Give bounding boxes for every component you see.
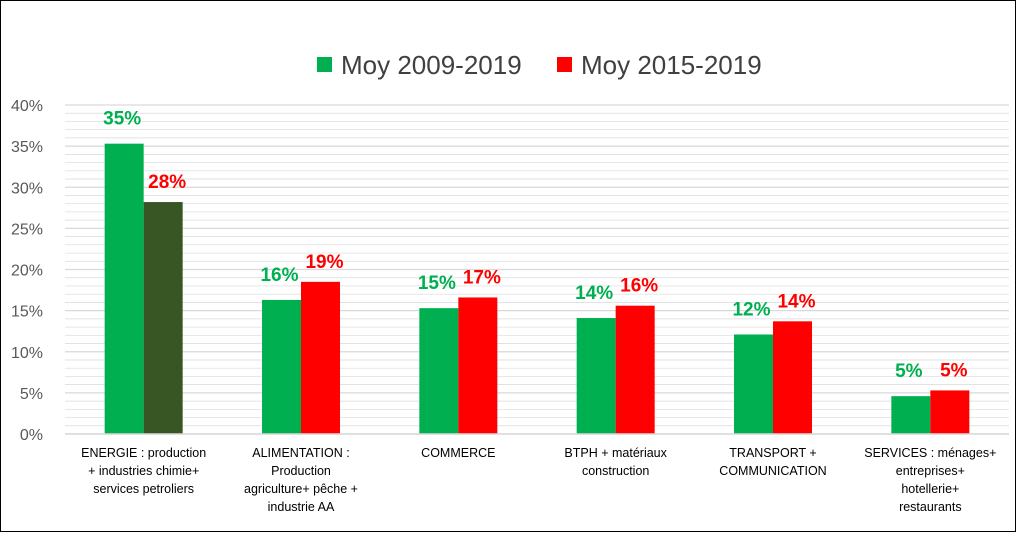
y-tick-label: 35% <box>11 139 43 156</box>
gridlines <box>65 104 1009 435</box>
y-axis: 0% 5% 10% 15% 20% 25% 30% 35% 40% <box>11 98 43 444</box>
legend-label: Moy 2009-2019 <box>341 50 522 80</box>
category-label-line: COMMERCE <box>421 446 495 460</box>
legend-swatch <box>317 57 332 72</box>
category-label-line: SERVICES : ménages+ <box>864 446 996 460</box>
category-label-line: Production <box>271 464 331 478</box>
bar <box>930 390 970 434</box>
bar <box>143 202 183 434</box>
category-label-line: construction <box>582 464 649 478</box>
bar <box>773 321 812 434</box>
x-axis: ENERGIE : production + industries chimie+… <box>65 433 1009 514</box>
legend-swatch <box>557 57 572 72</box>
data-label: 14% <box>777 291 815 312</box>
y-tick-label: 30% <box>11 180 43 197</box>
y-tick-label: 0% <box>20 427 43 444</box>
legend-label: Moy 2015-2019 <box>581 50 762 80</box>
category-label-line: BTPH + matériaux <box>564 446 667 460</box>
category-label-line: restaurants <box>899 500 962 514</box>
y-tick-label: 20% <box>11 263 43 280</box>
data-label: 15% <box>418 273 456 294</box>
data-label: 5% <box>940 360 968 381</box>
bar <box>419 308 459 434</box>
legend: Moy 2009-2019 Moy 2015-2019 <box>317 50 762 80</box>
category-label-line: + industries chimie+ <box>88 464 199 478</box>
data-label: 19% <box>305 252 343 273</box>
category-label-line: ENERGIE : production <box>81 446 206 460</box>
bar <box>734 334 773 434</box>
data-label: 17% <box>463 267 501 288</box>
data-label: 5% <box>895 361 923 382</box>
data-labels: 35% 28% 16% 19% 15% 17% 14% 16% 12% 14% 5% 5% <box>103 109 968 383</box>
y-tick-label: 25% <box>11 221 43 238</box>
category-label-line: agriculture+ pêche + <box>244 482 358 496</box>
data-label: 12% <box>732 299 770 320</box>
data-label: 28% <box>148 172 186 193</box>
category-label-line: TRANSPORT + <box>729 446 816 460</box>
bar <box>104 143 144 434</box>
bar <box>262 299 301 434</box>
y-tick-label: 5% <box>20 386 43 403</box>
category-label: ALIMENTATION : Production agriculture+ pêc… <box>244 446 358 514</box>
bar <box>576 318 616 434</box>
y-tick-label: 40% <box>11 98 43 115</box>
category-label-line: hotellerie+ <box>901 482 959 496</box>
category-label-line: industrie AA <box>268 500 335 514</box>
category-label: TRANSPORT + COMMUNICATION <box>719 446 826 478</box>
data-label: 16% <box>260 265 298 286</box>
category-label-line: services petroliers <box>93 482 194 496</box>
category-label: COMMERCE <box>421 446 495 460</box>
data-label: 14% <box>575 283 613 304</box>
category-label: ENERGIE : production + industries chimie+… <box>81 446 206 496</box>
category-label: SERVICES : ménages+ entreprises+ hotelleri… <box>864 446 996 514</box>
category-label-line: COMMUNICATION <box>719 464 826 478</box>
y-tick-label: 10% <box>11 345 43 362</box>
category-label-line: entreprises+ <box>896 464 965 478</box>
bar <box>458 297 498 434</box>
bar <box>891 396 931 434</box>
y-tick-label: 15% <box>11 304 43 321</box>
category-label-line: ALIMENTATION : <box>252 446 349 460</box>
bar <box>301 281 340 434</box>
bars <box>104 143 970 434</box>
category-label: BTPH + matériaux construction <box>564 446 667 478</box>
bar <box>615 305 655 434</box>
data-label: 35% <box>103 109 141 130</box>
data-label: 16% <box>620 276 658 297</box>
